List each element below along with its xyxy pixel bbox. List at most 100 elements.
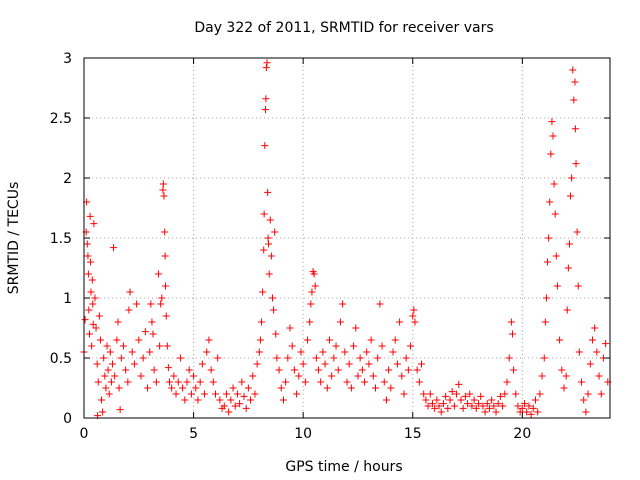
- data-point: [284, 354, 292, 362]
- data-point: [242, 404, 250, 412]
- data-point: [501, 390, 509, 398]
- data-point: [203, 348, 211, 356]
- data-point: [317, 378, 325, 386]
- data-point: [198, 360, 206, 368]
- data-point: [341, 348, 349, 356]
- data-point: [558, 366, 566, 374]
- data-point: [222, 390, 230, 398]
- data-point: [365, 360, 373, 368]
- data-point: [404, 366, 412, 374]
- data-point: [295, 372, 303, 380]
- data-point: [521, 400, 529, 408]
- data-point: [334, 366, 342, 374]
- data-point: [564, 264, 572, 272]
- data-point: [428, 400, 436, 408]
- data-point: [547, 150, 555, 158]
- data-point: [361, 378, 369, 386]
- data-point: [350, 342, 358, 350]
- data-point: [464, 400, 472, 408]
- x-tick-label: 20: [513, 426, 531, 442]
- data-point: [87, 288, 95, 296]
- data-point: [461, 392, 469, 400]
- data-point: [266, 216, 274, 224]
- data-point: [483, 400, 491, 408]
- data-point: [81, 316, 89, 324]
- data-point: [490, 402, 498, 410]
- data-point: [485, 404, 493, 412]
- data-point: [88, 342, 96, 350]
- data-point: [115, 384, 123, 392]
- data-point: [570, 96, 578, 104]
- data-point: [312, 354, 320, 362]
- data-point: [571, 125, 579, 133]
- data-point: [156, 342, 164, 350]
- data-point: [185, 366, 193, 374]
- data-point: [352, 324, 360, 332]
- data-point: [190, 372, 198, 380]
- data-point: [369, 372, 377, 380]
- data-point: [529, 404, 537, 412]
- data-point: [332, 342, 340, 350]
- data-point: [168, 384, 176, 392]
- data-point: [264, 188, 272, 196]
- data-point: [424, 402, 432, 410]
- data-point: [147, 300, 155, 308]
- data-point: [308, 288, 316, 296]
- data-point: [328, 372, 336, 380]
- data-point: [162, 282, 170, 290]
- data-point: [536, 390, 544, 398]
- data-point: [549, 132, 557, 140]
- data-point: [231, 402, 239, 410]
- data-point: [567, 192, 575, 200]
- data-point: [139, 354, 147, 362]
- data-point: [181, 396, 189, 404]
- data-point: [262, 64, 270, 72]
- data-point: [172, 390, 180, 398]
- data-point: [422, 396, 430, 404]
- data-point: [225, 408, 233, 416]
- data-point: [105, 390, 113, 398]
- data-point: [518, 404, 526, 412]
- data-point: [261, 142, 269, 150]
- x-tick-label: 5: [189, 426, 198, 442]
- data-point: [457, 396, 465, 404]
- data-point: [293, 390, 301, 398]
- y-tick-label: 1: [63, 291, 72, 307]
- data-point: [214, 354, 222, 362]
- data-point: [514, 402, 522, 410]
- data-point: [104, 366, 112, 374]
- data-point: [330, 354, 338, 362]
- data-point: [207, 366, 215, 374]
- data-point: [196, 378, 204, 386]
- data-point: [255, 348, 263, 356]
- data-point: [216, 396, 224, 404]
- data-point: [437, 408, 445, 416]
- data-point: [233, 390, 241, 398]
- data-point: [393, 360, 401, 368]
- data-point: [212, 390, 219, 398]
- data-point: [133, 300, 141, 308]
- data-point: [374, 354, 382, 362]
- data-point: [385, 366, 393, 374]
- data-point: [157, 300, 165, 308]
- x-tick-label: 15: [404, 426, 422, 442]
- data-point: [113, 336, 121, 344]
- data-point: [271, 228, 279, 236]
- y-tick-label: 3: [63, 51, 72, 67]
- data-point: [426, 390, 434, 398]
- data-point: [304, 336, 312, 344]
- data-point: [435, 402, 443, 410]
- data-point: [85, 306, 93, 314]
- data-point: [90, 220, 98, 228]
- data-point: [356, 354, 364, 362]
- y-tick-label: 1.5: [50, 231, 72, 247]
- data-point: [183, 378, 191, 386]
- data-point: [531, 396, 539, 404]
- data-point: [106, 348, 114, 356]
- data-point: [155, 270, 163, 278]
- data-point: [468, 402, 476, 410]
- data-point: [256, 336, 264, 344]
- data-point: [263, 59, 271, 67]
- data-point: [542, 294, 550, 302]
- data-point: [137, 372, 145, 380]
